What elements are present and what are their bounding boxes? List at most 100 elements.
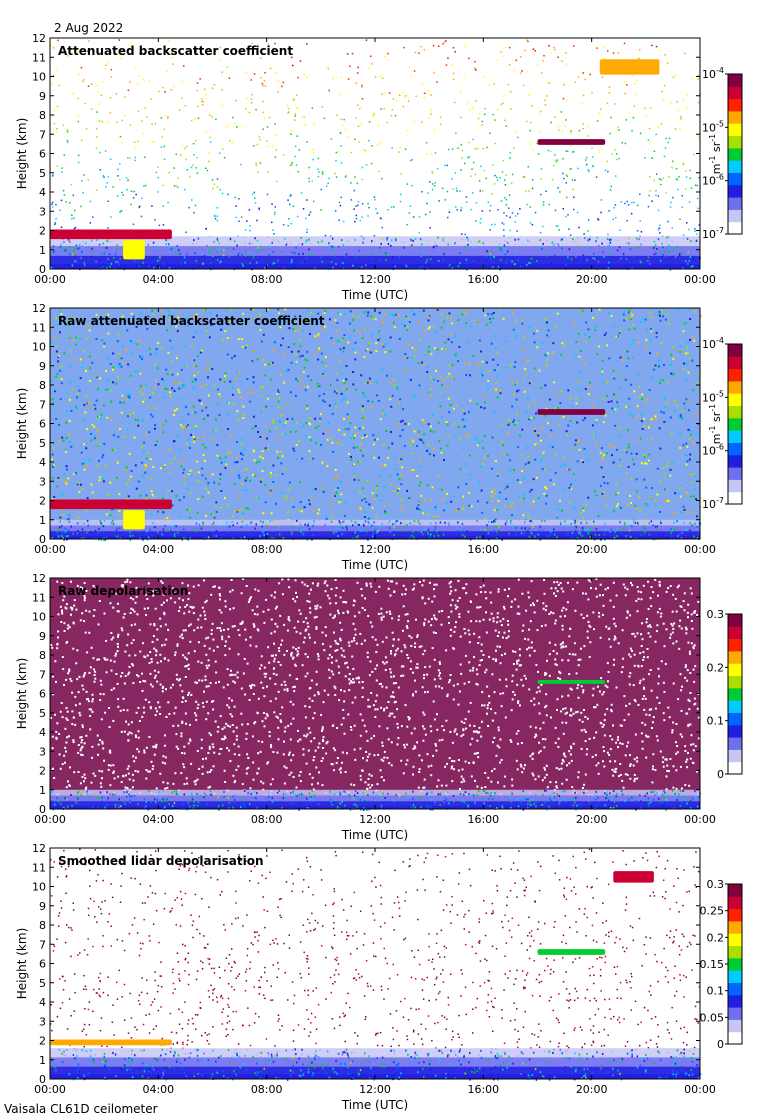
colorbar-tick-label: 0.2 (707, 931, 725, 944)
y-tick-label: 12 (32, 302, 46, 315)
y-tick-label: 12 (32, 572, 46, 585)
y-tick-label: 5 (39, 437, 46, 450)
x-tick-label: 12:00 (359, 813, 391, 826)
y-tick-label: 8 (39, 649, 46, 662)
x-tick-label: 04:00 (142, 1083, 174, 1096)
x-tick-label: 16:00 (467, 1083, 499, 1096)
y-axis-label: Height (km) (15, 658, 29, 729)
y-tick-label: 8 (39, 379, 46, 392)
panel-title: Raw attenuated backscatter coefficient (58, 314, 325, 328)
y-tick-label: 11 (32, 591, 46, 604)
cloud-feature (537, 680, 606, 684)
x-tick-label: 12:00 (359, 273, 391, 286)
x-axis-label: Time (UTC) (341, 1098, 408, 1112)
y-tick-label: 0 (39, 1073, 46, 1086)
y-tick-label: 10 (32, 881, 46, 894)
cloud-feature (537, 409, 606, 415)
noise-field (50, 578, 702, 811)
y-tick-label: 1 (39, 784, 46, 797)
y-tick-label: 9 (39, 90, 46, 103)
y-tick-label: 9 (39, 630, 46, 643)
x-tick-label: 20:00 (576, 1083, 608, 1096)
cloud-feature (537, 139, 606, 145)
colorbar-frame (727, 613, 743, 775)
boundary-layer (50, 1048, 702, 1081)
y-tick-label: 7 (39, 668, 46, 681)
y-tick-label: 4 (39, 186, 46, 199)
x-tick-label: 16:00 (467, 813, 499, 826)
x-tick-label: 00:00 (684, 273, 716, 286)
y-tick-label: 10 (32, 71, 46, 84)
panel-title: Raw depolarisation (58, 584, 188, 598)
y-tick-label: 1 (39, 514, 46, 527)
y-tick-label: 0 (39, 533, 46, 546)
y-tick-label: 2 (39, 225, 46, 238)
colorbar-tick-label: 10-7 (702, 226, 724, 241)
colorbar: 0 0.05 0.1 0.15 0.2 0.25 0.3 (700, 878, 743, 1051)
colorbar-units: m-1 sr-1 (708, 404, 723, 444)
y-tick-label: 9 (39, 360, 46, 373)
colorbar-tick-label: 0.2 (707, 661, 725, 674)
colorbar: 0 0.1 0.2 0.3 (707, 608, 743, 781)
instrument-label: Vaisala CL61D ceilometer (4, 1102, 158, 1116)
y-tick-label: 12 (32, 842, 46, 855)
y-tick-label: 10 (32, 341, 46, 354)
x-axis-label: Time (UTC) (341, 828, 408, 842)
x-tick-label: 04:00 (142, 273, 174, 286)
colorbar-tick-label: 10-6 (702, 173, 724, 188)
y-tick-label: 7 (39, 398, 46, 411)
x-tick-label: 00:00 (34, 813, 66, 826)
x-tick-label: 12:00 (359, 1083, 391, 1096)
colorbar-tick-label: 10-6 (702, 443, 724, 458)
x-tick-label: 04:00 (142, 543, 174, 556)
cloud-feature (50, 1039, 172, 1046)
y-tick-label: 1 (39, 1054, 46, 1067)
y-axis-label: Height (km) (15, 388, 29, 459)
colorbar: 10-7 10-6 10-5 10-4 m-1 sr-1 (702, 336, 743, 511)
y-tick-label: 3 (39, 745, 46, 758)
x-tick-label: 20:00 (576, 543, 608, 556)
colorbar: 10-7 10-6 10-5 10-4 m-1 sr-1 (702, 66, 743, 241)
y-tick-label: 4 (39, 726, 46, 739)
y-tick-label: 7 (39, 128, 46, 141)
panel-title: Attenuated backscatter coefficient (58, 44, 293, 58)
y-tick-label: 8 (39, 919, 46, 932)
y-tick-label: 4 (39, 996, 46, 1009)
x-tick-label: 00:00 (34, 1083, 66, 1096)
colorbar-tick-label: 0 (717, 1038, 724, 1051)
y-axis-label: Height (km) (15, 118, 29, 189)
colorbar-tick-label: 0.25 (700, 905, 725, 918)
colorbar-tick-label: 10-5 (702, 389, 724, 404)
colorbar-frame (727, 73, 743, 235)
y-tick-label: 5 (39, 167, 46, 180)
x-tick-label: 12:00 (359, 543, 391, 556)
cloud-feature (599, 59, 660, 75)
x-axis-label: Time (UTC) (341, 558, 408, 572)
y-tick-label: 6 (39, 958, 46, 971)
y-tick-label: 2 (39, 765, 46, 778)
y-tick-label: 11 (32, 51, 46, 64)
cloud-feature (537, 949, 606, 955)
x-tick-label: 20:00 (576, 273, 608, 286)
y-tick-label: 6 (39, 418, 46, 431)
x-tick-label: 08:00 (251, 543, 283, 556)
colorbar-tick-label: 0.05 (700, 1011, 725, 1024)
colorbar-tick-label: 10-5 (702, 119, 724, 134)
colorbar-frame (727, 343, 743, 505)
x-tick-label: 08:00 (251, 273, 283, 286)
y-tick-label: 3 (39, 1015, 46, 1028)
x-tick-label: 04:00 (142, 813, 174, 826)
y-tick-label: 11 (32, 861, 46, 874)
x-tick-label: 00:00 (34, 273, 66, 286)
y-tick-label: 4 (39, 456, 46, 469)
y-tick-label: 3 (39, 475, 46, 488)
cloud-feature (613, 871, 654, 883)
colorbar-tick-label: 0 (717, 768, 724, 781)
y-tick-label: 0 (39, 263, 46, 276)
cloud-feature (50, 229, 172, 240)
y-tick-label: 3 (39, 205, 46, 218)
cloud-feature (50, 499, 172, 510)
